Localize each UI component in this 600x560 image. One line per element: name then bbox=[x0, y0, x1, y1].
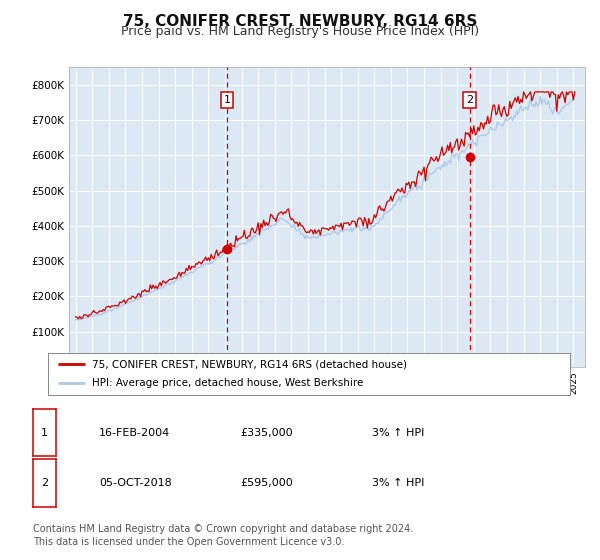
Text: 3% ↑ HPI: 3% ↑ HPI bbox=[372, 428, 424, 437]
Text: 1: 1 bbox=[41, 428, 48, 437]
Text: Price paid vs. HM Land Registry's House Price Index (HPI): Price paid vs. HM Land Registry's House … bbox=[121, 25, 479, 38]
Text: 16-FEB-2004: 16-FEB-2004 bbox=[99, 428, 170, 437]
Text: £595,000: £595,000 bbox=[240, 478, 293, 488]
Text: 75, CONIFER CREST, NEWBURY, RG14 6RS (detached house): 75, CONIFER CREST, NEWBURY, RG14 6RS (de… bbox=[92, 359, 407, 369]
Text: 3% ↑ HPI: 3% ↑ HPI bbox=[372, 478, 424, 488]
Text: 1: 1 bbox=[223, 95, 230, 105]
Text: HPI: Average price, detached house, West Berkshire: HPI: Average price, detached house, West… bbox=[92, 379, 364, 389]
Text: 05-OCT-2018: 05-OCT-2018 bbox=[99, 478, 172, 488]
Text: 2: 2 bbox=[41, 478, 48, 488]
Text: 2: 2 bbox=[466, 95, 473, 105]
Text: Contains HM Land Registry data © Crown copyright and database right 2024.
This d: Contains HM Land Registry data © Crown c… bbox=[33, 524, 413, 547]
Text: £335,000: £335,000 bbox=[240, 428, 293, 437]
Text: 75, CONIFER CREST, NEWBURY, RG14 6RS: 75, CONIFER CREST, NEWBURY, RG14 6RS bbox=[123, 14, 477, 29]
